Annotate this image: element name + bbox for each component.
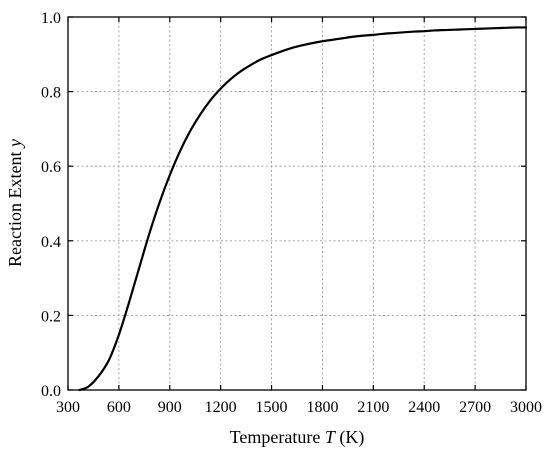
y-axis-title: Reaction Extent y xyxy=(5,139,25,267)
plot-frame xyxy=(67,16,527,391)
x-axis-title-suffix: (K) xyxy=(335,427,365,448)
y-tick-labels: 0.0 0.2 0.4 0.6 0.8 1.0 xyxy=(41,10,61,400)
y-tick-label: 0.6 xyxy=(41,159,61,176)
x-tick-label: 600 xyxy=(107,399,131,416)
series-line xyxy=(78,26,528,392)
x-tick-label: 2700 xyxy=(459,399,491,416)
x-tick-label: 2400 xyxy=(408,399,440,416)
y-tick-label: 0.2 xyxy=(41,308,61,325)
x-tick-label: 2100 xyxy=(357,399,389,416)
axis-ticks xyxy=(67,16,527,391)
y-tick-label: 1.0 xyxy=(41,10,61,27)
x-tick-labels: 300 600 900 1200 1500 1800 2100 2400 2700 3000 xyxy=(56,399,542,416)
grid xyxy=(68,17,526,390)
x-tick-label: 1500 xyxy=(256,399,288,416)
y-axis-title-symbol: y xyxy=(5,139,25,149)
x-tick-label: 1200 xyxy=(205,399,237,416)
y-tick-label: 0.4 xyxy=(41,234,61,251)
x-axis-title-prefix: Temperature xyxy=(230,427,325,447)
x-tick-label: 300 xyxy=(56,399,80,416)
x-tick-label: 1800 xyxy=(306,399,338,416)
x-tick-label: 3000 xyxy=(510,399,542,416)
y-tick-label: 0.0 xyxy=(41,383,61,400)
x-axis-title-symbol: T xyxy=(325,427,337,447)
x-tick-label: 900 xyxy=(158,399,182,416)
series-layer xyxy=(78,26,528,392)
y-axis-title-prefix: Reaction Extent xyxy=(5,147,25,267)
y-tick-label: 0.8 xyxy=(41,85,61,102)
x-axis-title: Temperature T (K) xyxy=(230,427,365,448)
